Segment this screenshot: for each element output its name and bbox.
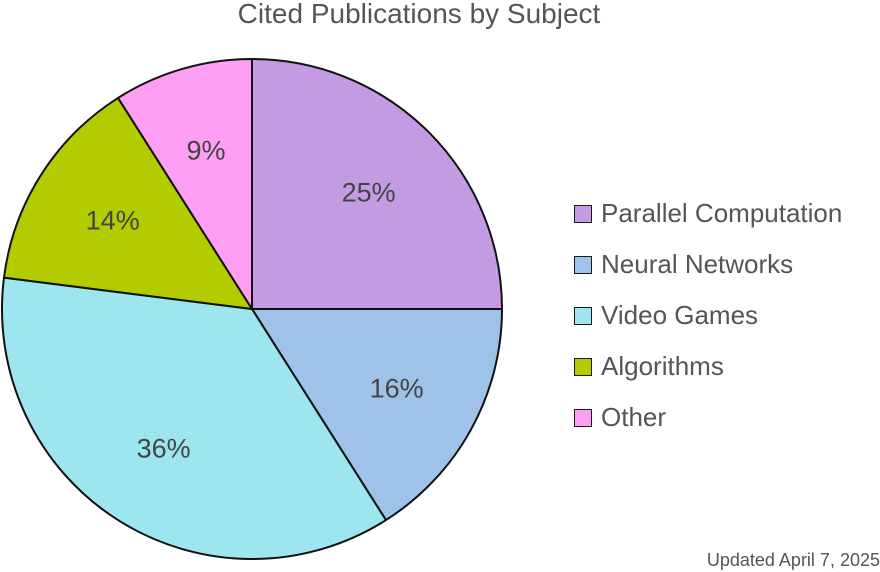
- pie-slice-parallel-computation: [251, 58, 503, 310]
- legend: Parallel Computation Neural Networks Video…: [574, 188, 880, 443]
- legend-swatch: [574, 204, 592, 223]
- updated-note: Updated April 7, 2025: [706, 550, 880, 570]
- legend-label: Other: [601, 402, 667, 432]
- legend-label: Neural Networks: [601, 249, 794, 279]
- pie-slice-other: [117, 58, 253, 310]
- legend-label: Algorithms: [601, 351, 724, 381]
- legend-item-other: Other: [574, 392, 880, 443]
- legend-label: Parallel Computation: [601, 198, 843, 228]
- pie-slice-video-games: [1, 276, 387, 560]
- pie-labels: 25% 16% 36% 14% 9%: [86, 136, 424, 464]
- slice-label-video-games: 36%: [137, 433, 191, 463]
- legend-swatch: [574, 357, 592, 376]
- legend-label: Video Games: [601, 300, 759, 330]
- legend-swatch: [574, 306, 592, 325]
- legend-item-parallel-computation: Parallel Computation: [574, 188, 880, 239]
- slice-label-neural-networks: 16%: [370, 373, 424, 403]
- pie-slice-algorithms: [2, 96, 253, 310]
- legend-item-neural-networks: Neural Networks: [574, 239, 880, 290]
- pie-slice-neural-networks: [251, 308, 503, 522]
- legend-item-video-games: Video Games: [574, 290, 880, 341]
- legend-swatch: [574, 408, 592, 427]
- slice-label-other: 9%: [186, 136, 225, 166]
- legend-swatch: [574, 255, 592, 274]
- slice-label-algorithms: 14%: [86, 206, 140, 236]
- legend-item-algorithms: Algorithms: [574, 341, 880, 392]
- pie-slices: [1, 58, 503, 560]
- chart-title: Cited Publications by Subject: [237, 0, 601, 29]
- slice-label-parallel-computation: 25%: [342, 177, 396, 207]
